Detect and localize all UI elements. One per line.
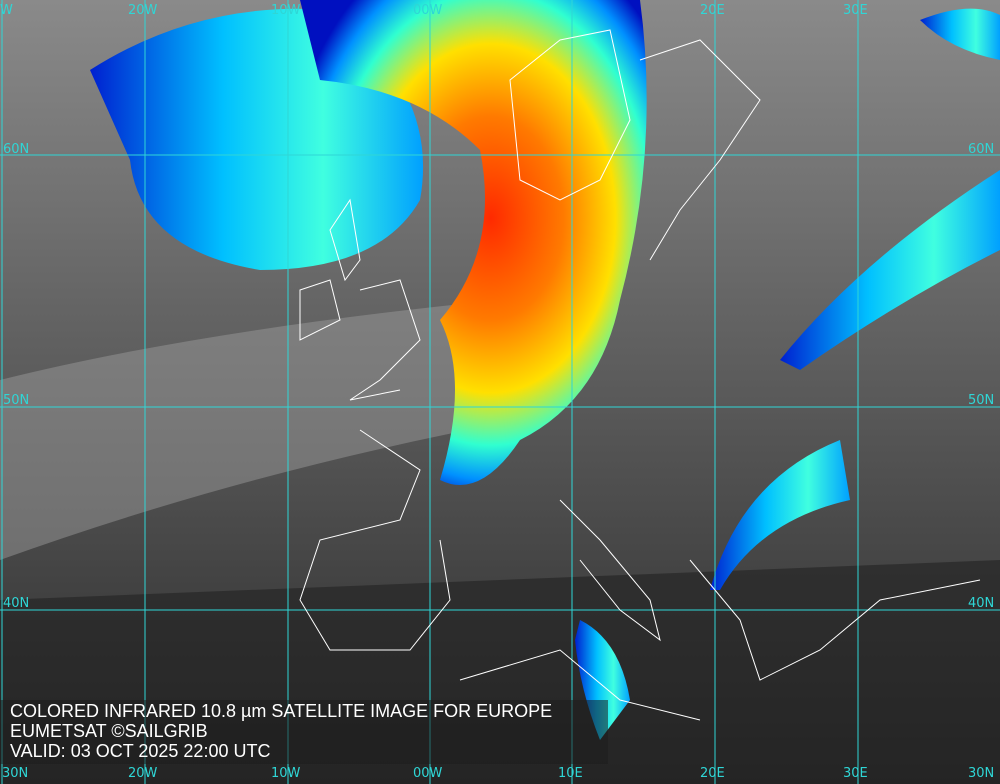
caption-title: COLORED INFRARED 10.8 µm SATELLITE IMAGE… (10, 701, 553, 721)
lon-label-bottom: 10E (558, 766, 583, 781)
lon-label-top: 30E (843, 3, 868, 18)
coastlines (299, 29, 981, 721)
lat-label-bottom: 30N (2, 766, 29, 781)
lat-label-right: 50N (968, 393, 995, 408)
lat-label-left: 60N (3, 142, 30, 157)
lat-label-right: 60N (968, 142, 995, 157)
lon-label-bottom: 30E (843, 766, 868, 781)
cloud-balkans (710, 440, 850, 590)
cloud-northeast (920, 8, 1000, 61)
cloud-band (0, 300, 520, 560)
lon-label-top: 10W (271, 3, 301, 18)
lat-label-left: 40N (3, 596, 30, 611)
cloud-east (780, 170, 1000, 370)
cloud-mediterranean (575, 620, 630, 740)
lat-label-right: 40N (968, 596, 995, 611)
lat-label-bottom: 30N (968, 766, 995, 781)
lon-label-bottom: 10W (271, 766, 301, 781)
lon-label-top: W (0, 3, 13, 18)
storm-system (300, 0, 647, 485)
lon-label-bottom: 20E (700, 766, 725, 781)
caption-valid-time: VALID: 03 OCT 2025 22:00 UTC (10, 741, 271, 761)
lon-label-top: 20W (128, 3, 158, 18)
lon-label-bottom: 20W (128, 766, 158, 781)
lon-label-bottom: 00W (413, 766, 443, 781)
lon-label-top: 00W (413, 3, 443, 18)
caption-credit: EUMETSAT ©SAILGRIB (10, 721, 208, 741)
caption-box (0, 700, 608, 764)
lon-label-top: 20E (700, 3, 725, 18)
lat-label-left: 50N (3, 393, 30, 408)
